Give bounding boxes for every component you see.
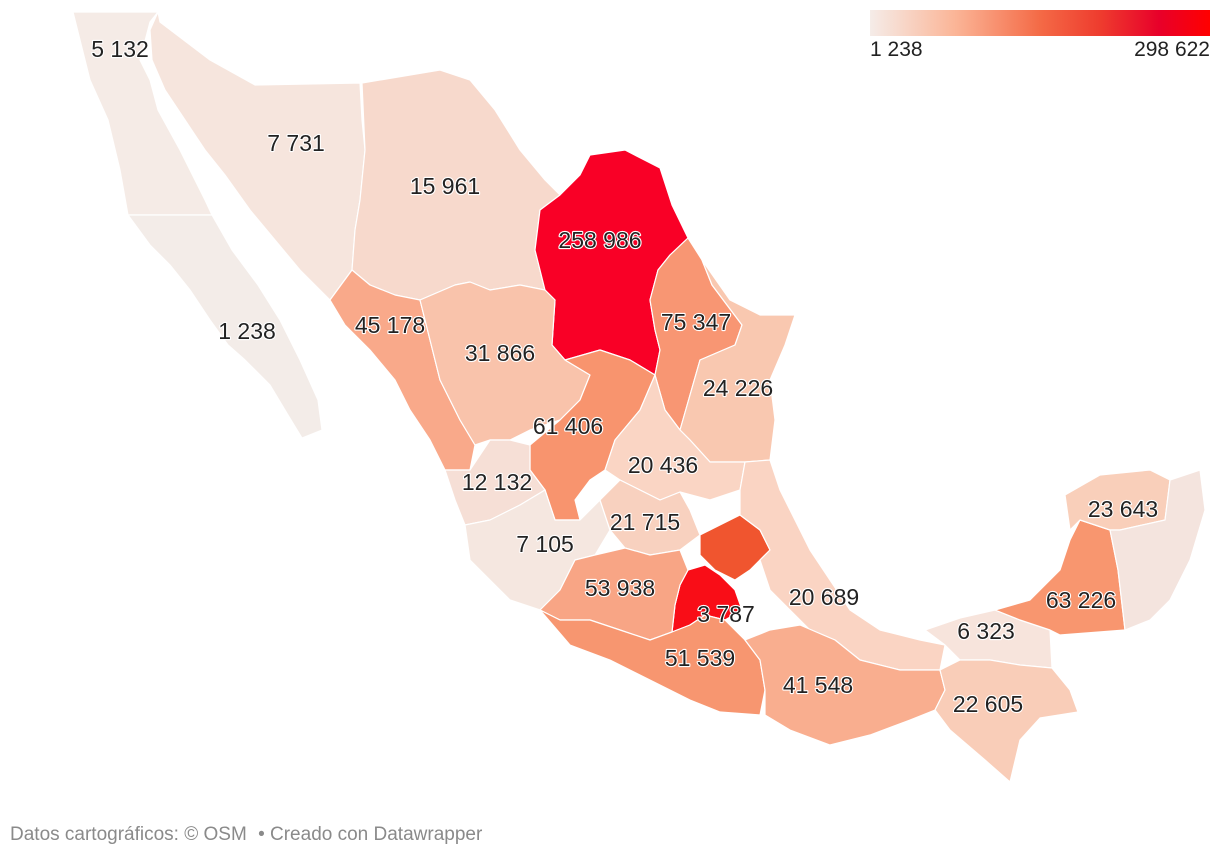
region-chiapas[interactable]	[934, 659, 1079, 783]
region-value-label-chiapas: 22 605	[953, 691, 1023, 717]
datawrapper-credit[interactable]: • Creado con Datawrapper	[258, 824, 483, 845]
region-value-label-guerrero: 51 539	[665, 645, 735, 671]
region-value-label-veracruz: 20 689	[789, 584, 859, 610]
region-value-label-san-luis-potosi: 20 436	[628, 452, 698, 478]
region-value-label-oaxaca: 41 548	[783, 672, 853, 698]
region-guanajuato[interactable]	[599, 479, 701, 556]
region-value-label-nuevo-leon: 75 347	[661, 309, 731, 335]
region-value-label-chihuahua: 15 961	[410, 173, 480, 199]
map-data-attribution: Datos cartográficos: © OSM	[10, 824, 247, 845]
region-value-label-michoacan: 53 938	[585, 575, 655, 601]
region-nayarit[interactable]	[444, 439, 546, 526]
region-value-label-baja-california: 5 132	[91, 36, 149, 62]
legend-min-label: 1 238	[870, 38, 923, 61]
region-value-label-guanajuato: 21 715	[610, 509, 680, 535]
region-value-label-campeche: 63 226	[1046, 587, 1116, 613]
region-baja-california-sur[interactable]	[127, 214, 323, 439]
region-value-label-yucatan: 23 643	[1088, 496, 1158, 522]
region-zacatecas[interactable]	[529, 349, 656, 521]
legend-gradient-bar	[870, 10, 1210, 36]
region-value-label-durango: 31 866	[465, 340, 535, 366]
region-san-luis-potosi[interactable]	[604, 374, 746, 501]
region-value-label-jalisco: 7 105	[516, 531, 574, 557]
region-value-label-nayarit: 12 132	[462, 469, 532, 495]
footer: Datos cartográficos: © OSM • Creado con …	[10, 824, 488, 846]
region-value-label-tabasco: 6 323	[957, 618, 1015, 644]
legend-max-label: 298 622	[1134, 38, 1210, 61]
region-value-label-tamaulipas: 24 226	[703, 375, 773, 401]
region-baja-california[interactable]	[72, 11, 213, 216]
region-value-label-sinaloa: 45 178	[355, 312, 425, 338]
region-jalisco[interactable]	[464, 489, 611, 611]
region-value-label-estado-de-mexico: 3 787	[697, 601, 755, 627]
region-value-label-baja-california-sur: 1 238	[218, 318, 276, 344]
region-quintana-roo	[1109, 469, 1206, 631]
region-value-label-sonora: 7 731	[267, 130, 325, 156]
region-value-label-zacatecas: 61 406	[533, 413, 603, 439]
region-value-label-coahuila: 258 986	[558, 227, 641, 253]
mexico-choropleth-map: 5 132 7 731 15 961 258 986 1 238 45 178 31 866…	[72, 11, 1206, 783]
